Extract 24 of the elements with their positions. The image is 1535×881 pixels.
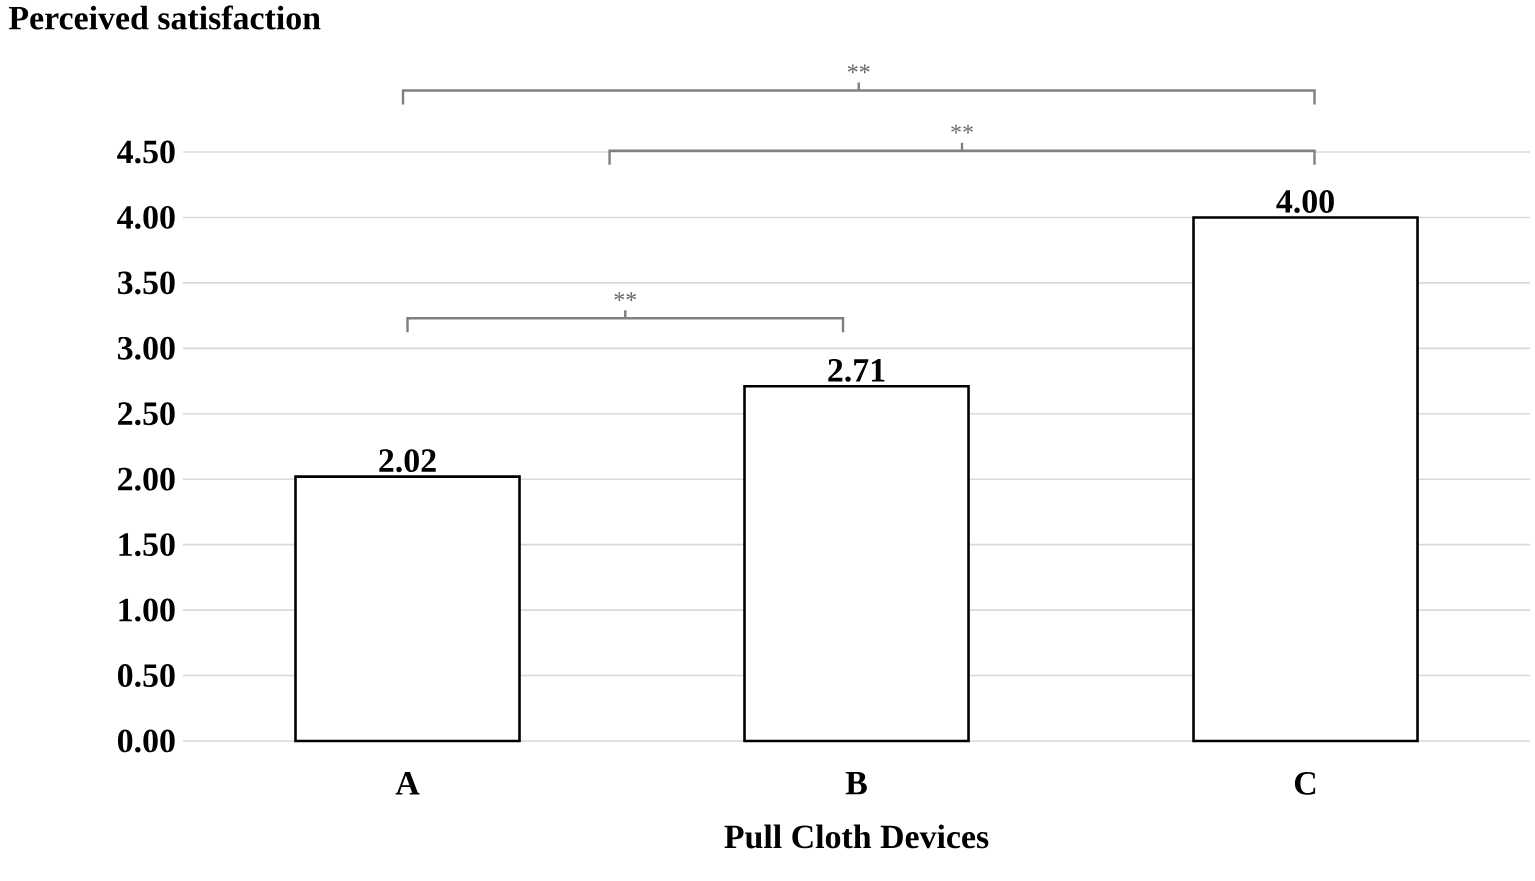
- bar: [294, 475, 521, 743]
- data-label: 2.02: [379, 449, 436, 473]
- y-tick-label: 1.00: [119, 598, 175, 622]
- data-label: 2.71: [828, 358, 885, 382]
- text: **: [951, 124, 973, 134]
- y-axis-title: Perceived satisfaction: [8, 5, 321, 30]
- text: **: [847, 64, 870, 74]
- y-tick-label: 2.00: [118, 467, 175, 491]
- data-label: 4.00: [1276, 190, 1334, 214]
- y-tick-label: 4.50: [117, 140, 175, 164]
- x-tick-label: C: [1294, 772, 1316, 795]
- y-tick-label: 4.00: [117, 205, 175, 229]
- y-tick-label: 2.50: [118, 402, 175, 426]
- y-tick-label: 3.00: [117, 336, 175, 360]
- bar: [743, 384, 970, 743]
- y-tick-label: 0.00: [117, 729, 175, 753]
- y-tick-label: 1.50: [119, 533, 175, 557]
- x-tick-label: B: [845, 772, 867, 795]
- bar: [1192, 216, 1419, 743]
- x-axis-title: Pull Cloth Devices: [724, 824, 989, 849]
- annotation: **: [614, 292, 637, 301]
- x-tick-label: A: [395, 772, 420, 795]
- y-tick-label: 0.50: [117, 664, 175, 688]
- y-tick-label: 3.50: [117, 271, 175, 295]
